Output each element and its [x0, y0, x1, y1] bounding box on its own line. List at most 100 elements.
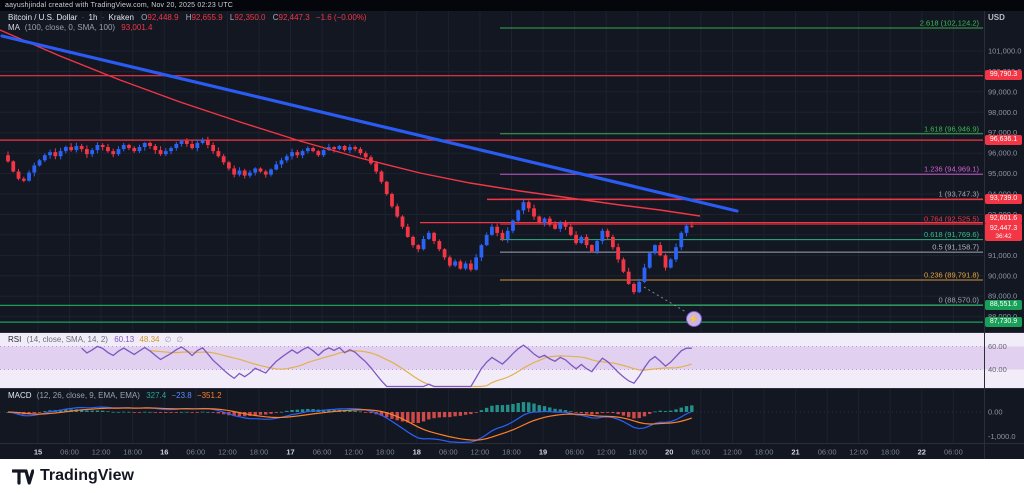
ma-params: (100, close, 0, SMA, 100): [24, 23, 116, 32]
svg-text:99,000.0: 99,000.0: [988, 87, 1017, 96]
svg-text:12:00: 12:00: [723, 448, 742, 457]
legend-separator: ·: [81, 13, 85, 22]
footer-bar: TradingView: [0, 459, 1024, 493]
close-label: C: [272, 13, 279, 22]
svg-text:90,000.0: 90,000.0: [988, 271, 1017, 280]
ma-100-line: [0, 29, 701, 217]
svg-text:12:00: 12:00: [218, 448, 237, 457]
macd-legend[interactable]: MACD (12, 26, close, 9, EMA, EMA) 327.4 …: [8, 391, 222, 400]
svg-text:91,000.0: 91,000.0: [988, 251, 1017, 260]
svg-text:20: 20: [665, 448, 673, 457]
svg-text:-1,000.0: -1,000.0: [988, 432, 1016, 441]
svg-text:06:00: 06:00: [439, 448, 458, 457]
macd-signal-line: [7, 407, 692, 441]
svg-text:06:00: 06:00: [818, 448, 837, 457]
exchange-label: Kraken: [108, 13, 134, 22]
grid: [0, 11, 983, 443]
svg-text:101,000.0: 101,000.0: [988, 46, 1021, 55]
macd-line-value: −23.8: [171, 391, 192, 400]
svg-text:0.00: 0.00: [988, 408, 1003, 417]
chart-canvas[interactable]: 2.618 (102,124.2) 1.618 (96,946.9) 1.236 (…: [0, 0, 1024, 459]
open-value: 92,448.9: [147, 13, 179, 22]
change-value: −1.6 (−0.00%): [315, 13, 367, 22]
svg-text:0.236 (89,791.8): 0.236 (89,791.8): [924, 271, 980, 280]
svg-text:17: 17: [286, 448, 294, 457]
rsi-hollow-circle-icon: ∅: [164, 335, 172, 344]
svg-text:19: 19: [539, 448, 547, 457]
svg-text:15: 15: [34, 448, 42, 457]
svg-text:98,000.0: 98,000.0: [988, 108, 1017, 117]
low-label: L: [229, 13, 235, 22]
tradingview-logo[interactable]: TradingView: [12, 467, 134, 485]
svg-text:18:00: 18:00: [502, 448, 521, 457]
time-axis[interactable]: [0, 444, 984, 459]
svg-text:16: 16: [160, 448, 168, 457]
macd-params: (12, 26, close, 9, EMA, EMA): [36, 391, 140, 400]
close-value: 92,447.3: [278, 13, 310, 22]
rsi-line: [81, 344, 692, 388]
svg-text:12:00: 12:00: [92, 448, 111, 457]
rsi-sma-line: [149, 349, 692, 388]
ma-legend[interactable]: MA (100, close, 0, SMA, 100) 93,001.4: [8, 23, 152, 32]
svg-text:22: 22: [918, 448, 926, 457]
rsi-sma-value: 48.34: [139, 335, 160, 344]
candles: [6, 136, 694, 295]
svg-text:06:00: 06:00: [313, 448, 332, 457]
svg-text:40.00: 40.00: [988, 365, 1007, 374]
high-value: 92,655.9: [191, 13, 223, 22]
symbol-name: Bitcoin / U.S. Dollar: [8, 13, 78, 22]
svg-text:18:00: 18:00: [376, 448, 395, 457]
svg-text:60.00: 60.00: [988, 342, 1007, 351]
svg-text:0.764 (92,525.5): 0.764 (92,525.5): [924, 215, 980, 224]
rsi-value: 60.13: [114, 335, 135, 344]
svg-text:USD: USD: [988, 13, 1005, 22]
tradingview-logo-text: TradingView: [40, 467, 134, 484]
svg-text:96,000.0: 96,000.0: [988, 149, 1017, 158]
high-label: H: [185, 13, 192, 22]
low-value: 92,350.0: [234, 13, 266, 22]
svg-text:12:00: 12:00: [344, 448, 363, 457]
svg-text:1 (93,747.3): 1 (93,747.3): [939, 190, 980, 199]
trendline: [0, 34, 739, 213]
price-axis[interactable]: [984, 11, 1024, 444]
macd-name: MACD: [8, 391, 32, 400]
legend-separator: ·: [101, 13, 105, 22]
rsi-legend[interactable]: RSI (14, close, SMA, 14, 2) 60.13 48.34 …: [8, 335, 183, 344]
svg-text:0 (88,570.0): 0 (88,570.0): [939, 296, 980, 305]
svg-text:97,000.0: 97,000.0: [988, 128, 1017, 137]
boost-icon[interactable]: ⚡: [686, 311, 702, 327]
macd-signal-value: −351.2: [196, 391, 222, 400]
svg-text:1.236 (94,969.1): 1.236 (94,969.1): [924, 165, 980, 174]
svg-text:1.618 (96,946.9): 1.618 (96,946.9): [924, 124, 980, 133]
svg-text:2.618 (102,124.2): 2.618 (102,124.2): [920, 19, 980, 28]
svg-text:18:00: 18:00: [250, 448, 269, 457]
rsi-name: RSI: [8, 335, 22, 344]
svg-text:21: 21: [791, 448, 799, 457]
macd-hist-value: 327.4: [146, 391, 167, 400]
ma-name: MA: [8, 23, 20, 32]
svg-text:06:00: 06:00: [944, 448, 963, 457]
rsi-params: (14, close, SMA, 14, 2): [26, 335, 108, 344]
svg-text:95,000.0: 95,000.0: [988, 169, 1017, 178]
svg-text:18: 18: [413, 448, 421, 457]
svg-text:06:00: 06:00: [60, 448, 79, 457]
svg-text:89,000.0: 89,000.0: [988, 292, 1017, 301]
svg-text:18:00: 18:00: [881, 448, 900, 457]
tradingview-logo-icon: [12, 468, 34, 485]
symbol-legend[interactable]: Bitcoin / U.S. Dollar · 1h · Kraken O92,…: [8, 13, 367, 22]
attribution-bar: aayushjindal created with TradingView.co…: [0, 0, 1024, 11]
rsi-hollow-circle-icon: ∅: [176, 335, 184, 344]
svg-text:06:00: 06:00: [565, 448, 584, 457]
svg-text:06:00: 06:00: [691, 448, 710, 457]
interval-label: 1h: [88, 13, 98, 22]
svg-text:18:00: 18:00: [755, 448, 774, 457]
svg-text:12:00: 12:00: [471, 448, 490, 457]
open-label: O: [141, 13, 148, 22]
svg-text:12:00: 12:00: [597, 448, 616, 457]
svg-text:18:00: 18:00: [123, 448, 142, 457]
svg-text:0.5 (91,158.7): 0.5 (91,158.7): [932, 243, 979, 252]
svg-text:12:00: 12:00: [849, 448, 868, 457]
svg-text:18:00: 18:00: [628, 448, 647, 457]
svg-text:06:00: 06:00: [186, 448, 205, 457]
